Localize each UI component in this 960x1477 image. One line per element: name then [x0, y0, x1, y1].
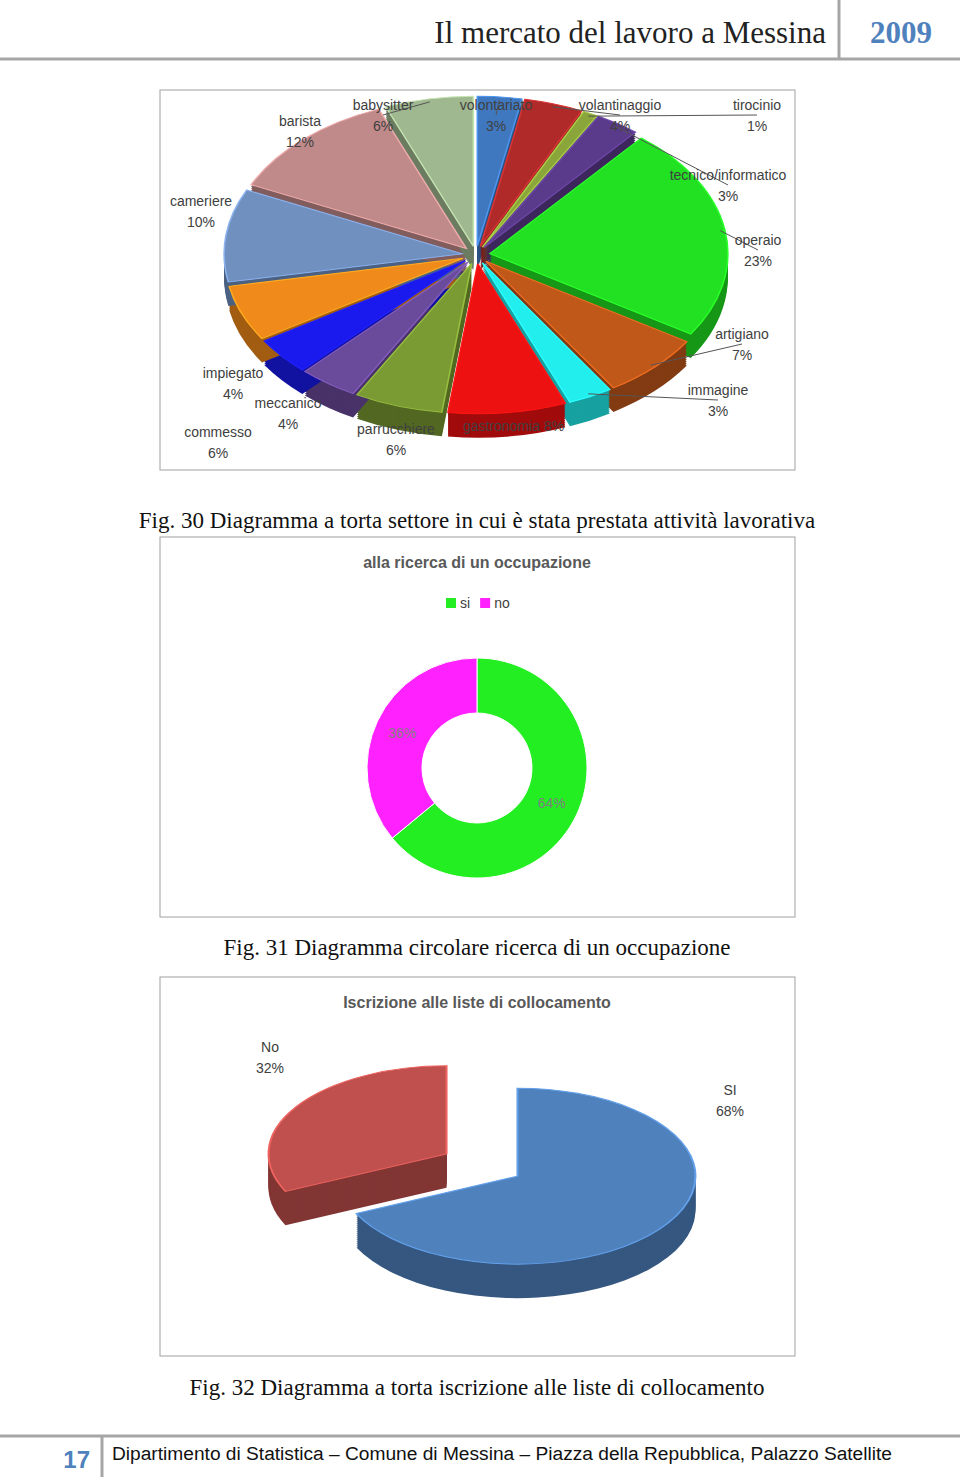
data-label: 8% [544, 418, 564, 434]
data-label: 3% [718, 188, 738, 204]
data-label: 64% [538, 795, 566, 811]
legend-label: si [460, 595, 470, 611]
data-label: meccanico [255, 395, 322, 411]
header-title: Il mercato del lavoro a Messina [434, 15, 826, 50]
chart-frame [160, 90, 795, 470]
header-year: 2009 [870, 15, 932, 50]
data-label: 3% [486, 118, 506, 134]
data-label: 10% [187, 214, 215, 230]
data-label: impiegato [203, 365, 264, 381]
data-label: 6% [208, 445, 228, 461]
footer-rule [0, 1435, 960, 1438]
data-label: SI [723, 1082, 736, 1098]
data-label: immagine [688, 382, 749, 398]
data-label: 3% [708, 403, 728, 419]
data-label: volantinaggio [579, 97, 662, 113]
leader-line [651, 344, 742, 365]
page-number: 17 [63, 1446, 90, 1473]
data-label: 4% [223, 386, 243, 402]
data-label: parrucchiere [357, 421, 435, 437]
footer-divider [101, 1437, 104, 1477]
header-divider [838, 0, 841, 58]
data-label: tirocinio [733, 97, 781, 113]
footer-text: Dipartimento di Statistica – Comune di M… [112, 1444, 892, 1464]
data-label: No [261, 1039, 279, 1055]
slice [269, 1066, 447, 1191]
data-label: 32% [256, 1060, 284, 1076]
data-label: volontariato [460, 97, 533, 113]
data-label: 36% [388, 725, 416, 741]
legend-label: no [494, 595, 510, 611]
data-label: 12% [286, 134, 314, 150]
chart-frame [160, 537, 795, 917]
chart-title: alla ricerca di un occupazione [363, 554, 591, 571]
slice [367, 658, 477, 838]
data-label: babysitter [353, 97, 414, 113]
pie [224, 96, 728, 438]
chart-frame [160, 977, 795, 1356]
data-label: 1% [747, 118, 767, 134]
caption: Fig. 32 Diagramma a torta iscrizione all… [190, 1375, 765, 1400]
header-rule [0, 58, 960, 61]
page: Il mercato del lavoro a Messina 2009 volon… [0, 0, 960, 1477]
data-label: gastronomia [463, 418, 540, 434]
data-label: artigiano [715, 326, 769, 342]
caption: Fig. 30 Diagramma a torta settore in cui… [139, 508, 815, 533]
chart-title: Iscrizione alle liste di collocamento [343, 994, 611, 1011]
donut [367, 658, 587, 878]
data-label: 23% [744, 253, 772, 269]
data-label: operaio [735, 232, 782, 248]
data-label: 6% [386, 442, 406, 458]
data-label: commesso [184, 424, 252, 440]
leader-line [588, 115, 757, 116]
data-label: 4% [610, 118, 630, 134]
legend-swatch [480, 598, 490, 608]
data-label: barista [279, 113, 321, 129]
caption: Fig. 31 Diagramma circolare ricerca di u… [223, 935, 730, 960]
pie [269, 1066, 696, 1298]
legend-swatch [446, 598, 456, 608]
data-label: tecnico/informatico [670, 167, 787, 183]
data-label: 7% [732, 347, 752, 363]
data-label: 68% [716, 1103, 744, 1119]
data-label: 6% [373, 118, 393, 134]
data-label: 4% [278, 416, 298, 432]
slice [386, 96, 474, 246]
data-label: cameriere [170, 193, 232, 209]
